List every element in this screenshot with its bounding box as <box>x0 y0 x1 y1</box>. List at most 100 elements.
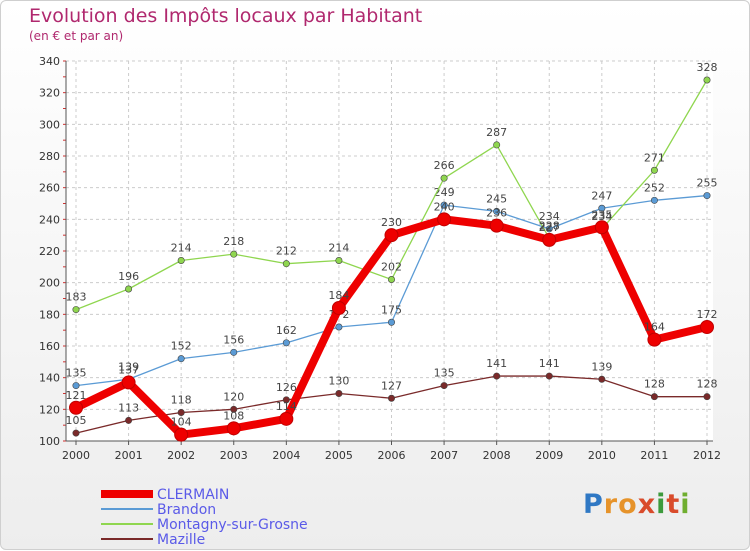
data-label: 162 <box>276 324 297 337</box>
y-tick-label: 180 <box>39 308 60 321</box>
logo-letter: i <box>656 489 667 520</box>
data-point <box>542 232 557 247</box>
data-point <box>493 207 501 215</box>
data-label: 214 <box>171 242 192 255</box>
data-point <box>647 332 662 347</box>
data-label: 141 <box>486 357 507 370</box>
x-tick-label: 2009 <box>535 449 563 462</box>
data-label: 135 <box>66 367 87 380</box>
data-label: 175 <box>381 303 402 316</box>
data-point <box>387 318 395 326</box>
y-tick-label: 160 <box>39 340 60 353</box>
data-point <box>174 427 189 442</box>
data-point <box>493 141 501 149</box>
data-label: 287 <box>486 126 507 139</box>
y-tick-label: 140 <box>39 372 60 385</box>
data-point <box>387 394 395 402</box>
data-label: 114 <box>276 400 297 413</box>
chart-subtitle: (en € et par an) <box>29 29 124 43</box>
data-label: 105 <box>66 414 87 427</box>
data-label: 130 <box>328 375 349 388</box>
data-point <box>335 256 343 264</box>
data-label: 135 <box>434 367 455 380</box>
data-label: 228 <box>539 219 560 232</box>
data-point <box>545 372 553 380</box>
data-label: 252 <box>644 181 665 194</box>
data-point <box>489 218 504 233</box>
data-label: 227 <box>539 221 560 234</box>
data-point <box>440 174 448 182</box>
legend-label: Montagny-sur-Grosne <box>157 517 308 533</box>
data-label: 240 <box>434 200 455 213</box>
x-tick-label: 2010 <box>588 449 616 462</box>
data-label: 121 <box>66 389 87 402</box>
x-tick-label: 2003 <box>220 449 248 462</box>
data-point <box>125 285 133 293</box>
data-label: 128 <box>644 378 665 391</box>
logo-letter: x <box>637 489 657 520</box>
data-label: 202 <box>381 261 402 274</box>
data-label: 271 <box>644 151 665 164</box>
proxiti-logo: Proxiti <box>583 489 691 520</box>
data-point <box>121 375 136 390</box>
data-point <box>282 396 290 404</box>
data-label: 245 <box>486 192 507 205</box>
data-point <box>230 250 238 258</box>
y-tick-label: 280 <box>39 150 60 163</box>
data-point <box>72 306 80 314</box>
y-tick-label: 240 <box>39 213 60 226</box>
data-label: 156 <box>223 333 244 346</box>
data-label: 235 <box>591 208 612 221</box>
data-point <box>703 76 711 84</box>
data-point <box>703 192 711 200</box>
data-label: 234 <box>539 210 560 223</box>
data-point <box>331 301 346 315</box>
data-label: 212 <box>276 245 297 258</box>
chart-title: Evolution des Impôts locaux par Habitant <box>29 5 423 27</box>
data-label: 247 <box>591 189 612 202</box>
y-tick-label: 200 <box>39 277 60 290</box>
data-label: 113 <box>118 401 139 414</box>
data-label: 128 <box>697 378 718 391</box>
data-label: 172 <box>697 308 718 321</box>
data-point <box>69 400 83 415</box>
legend-label: Brandon <box>157 502 216 518</box>
data-label: 127 <box>381 379 402 392</box>
data-label: 196 <box>118 270 139 283</box>
data-label: 120 <box>223 390 244 403</box>
data-label: 104 <box>171 416 192 429</box>
data-point <box>387 275 395 283</box>
data-point <box>72 429 80 437</box>
x-tick-label: 2008 <box>483 449 511 462</box>
logo-letter: P <box>583 489 604 520</box>
data-label: 126 <box>276 381 297 394</box>
data-label: 137 <box>118 363 139 376</box>
data-point <box>598 375 606 383</box>
y-tick-label: 320 <box>39 87 60 100</box>
data-label: 184 <box>328 289 349 302</box>
data-point <box>594 220 609 235</box>
x-tick-label: 2001 <box>115 449 143 462</box>
x-tick-label: 2005 <box>325 449 353 462</box>
data-point <box>226 421 241 436</box>
data-label: 152 <box>171 340 192 353</box>
data-point <box>700 320 714 334</box>
logo-letter: o <box>618 489 638 520</box>
data-label: 266 <box>434 159 455 172</box>
x-tick-label: 2002 <box>167 449 195 462</box>
data-label: 118 <box>171 394 192 407</box>
data-point <box>177 355 185 363</box>
data-point <box>650 196 658 204</box>
data-label: 236 <box>486 207 507 220</box>
x-tick-label: 2006 <box>378 449 406 462</box>
data-point <box>282 260 290 268</box>
data-point <box>545 225 553 233</box>
data-label: 139 <box>591 360 612 373</box>
data-label: 214 <box>328 242 349 255</box>
y-tick-label: 300 <box>39 118 60 131</box>
data-point <box>598 204 606 212</box>
y-tick-label: 100 <box>39 435 60 448</box>
data-label: 234 <box>591 210 612 223</box>
